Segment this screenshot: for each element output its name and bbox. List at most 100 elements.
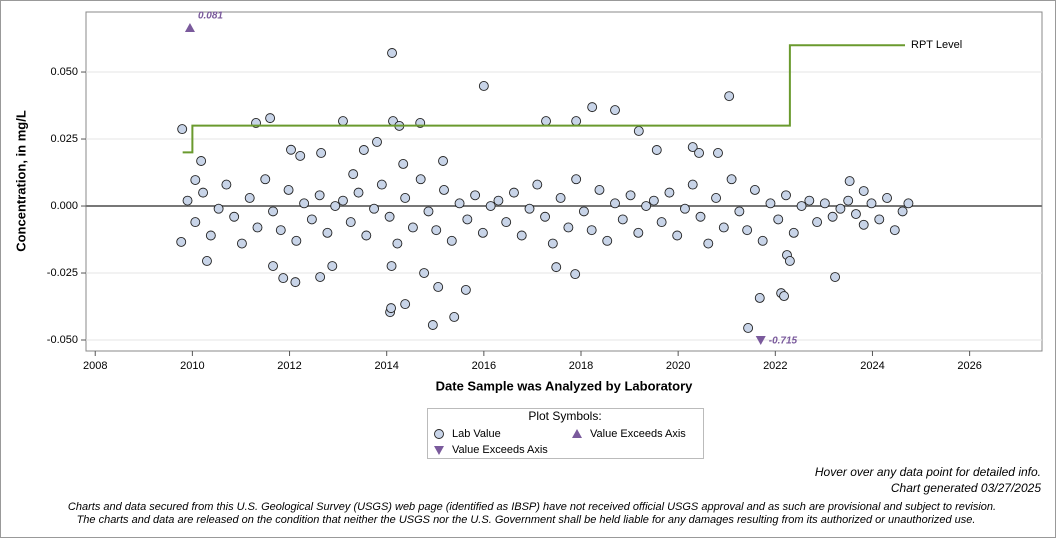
legend-box xyxy=(427,408,704,459)
lab-point xyxy=(703,238,714,249)
lab-point xyxy=(415,174,426,185)
lab-point xyxy=(236,238,247,249)
lab-point xyxy=(734,206,745,217)
lab-point xyxy=(882,193,892,203)
lab-point xyxy=(291,235,302,246)
lab-point xyxy=(392,238,403,249)
lab-point xyxy=(742,225,753,236)
lab-point xyxy=(713,148,723,158)
lab-point xyxy=(386,261,397,271)
lab-point xyxy=(711,193,721,203)
lab-point xyxy=(672,230,683,241)
legend-label: Value Exceeds Axis xyxy=(452,444,548,456)
lab-point xyxy=(407,222,418,233)
lab-point xyxy=(198,187,209,198)
lab-point xyxy=(773,214,784,225)
lab-point xyxy=(765,198,776,209)
lab-point xyxy=(176,236,187,247)
rpt-line xyxy=(182,44,906,154)
lab-point xyxy=(532,179,543,190)
lab-point xyxy=(796,201,807,211)
legend-marker xyxy=(434,429,444,439)
lab-point xyxy=(369,203,380,214)
lab-point xyxy=(322,227,333,238)
lab-point xyxy=(419,268,430,278)
lab-point xyxy=(827,211,838,222)
lab-point xyxy=(229,211,240,222)
lab-point xyxy=(743,323,754,333)
legend-title: Plot Symbols: xyxy=(528,409,601,423)
lab-point xyxy=(563,222,574,233)
lab-point xyxy=(897,206,908,217)
lab-point xyxy=(353,187,364,198)
lab-point xyxy=(509,187,519,198)
y-tick-label: 0.000 xyxy=(50,200,78,212)
disclaimer: The charts and data are released on the … xyxy=(77,514,976,526)
lab-point xyxy=(376,179,387,190)
note: Chart generated 03/27/2025 xyxy=(891,481,1041,495)
y-tick-label: -0.050 xyxy=(47,334,78,346)
lab-point xyxy=(438,156,448,166)
lab-point xyxy=(610,105,620,116)
legend-marker xyxy=(572,429,582,438)
lab-point xyxy=(571,116,582,127)
lab-point xyxy=(594,184,605,195)
lab-point xyxy=(843,195,854,206)
legend-marker xyxy=(434,446,444,455)
lab-point xyxy=(221,179,232,190)
lab-point xyxy=(400,193,411,203)
x-tick-label: 2008 xyxy=(83,360,107,372)
lab-point xyxy=(587,102,598,113)
lab-point xyxy=(547,238,558,249)
lab-point xyxy=(633,227,644,238)
lab-point xyxy=(327,261,338,271)
exceed-label: 0.081 xyxy=(198,11,223,22)
lab-point xyxy=(400,299,411,310)
y-axis-label: Concentration, in mg/L xyxy=(13,110,28,252)
lab-point xyxy=(866,198,877,209)
lab-point xyxy=(858,186,869,196)
x-tick-label: 2010 xyxy=(180,360,204,372)
y-tick-label: -0.025 xyxy=(47,267,78,279)
lab-point xyxy=(477,227,488,238)
lab-point xyxy=(664,187,675,198)
lab-point xyxy=(694,148,704,158)
lab-point xyxy=(299,198,310,209)
lab-point xyxy=(177,124,188,135)
lab-point xyxy=(757,235,768,246)
lab-point xyxy=(315,272,326,282)
lab-point xyxy=(449,312,460,322)
lab-point xyxy=(540,211,551,222)
legend-label: Lab Value xyxy=(452,428,501,440)
lab-point xyxy=(695,211,706,222)
legend-label: Value Exceeds Axis xyxy=(590,428,686,440)
lab-point xyxy=(202,256,212,266)
lab-point xyxy=(578,206,589,217)
lab-point xyxy=(749,184,760,195)
lab-point xyxy=(633,126,644,136)
lab-point xyxy=(754,292,765,303)
lab-point xyxy=(680,203,690,214)
lab-point xyxy=(470,190,481,201)
lab-point xyxy=(625,190,636,201)
note: Hover over any data point for detailed i… xyxy=(815,465,1041,479)
lab-point xyxy=(844,176,855,187)
lab-point xyxy=(617,214,628,225)
lab-point xyxy=(555,193,566,203)
lab-point xyxy=(306,214,317,225)
lab-point xyxy=(524,203,535,214)
lab-point xyxy=(338,195,348,206)
lab-point xyxy=(656,217,667,228)
lab-point xyxy=(345,217,356,228)
lab-point xyxy=(387,48,397,58)
lab-point xyxy=(446,235,457,246)
lab-point xyxy=(788,227,799,238)
lab-point xyxy=(275,225,286,236)
lab-point xyxy=(361,230,372,241)
lab-point xyxy=(454,198,465,209)
lab-point xyxy=(316,148,327,158)
lab-point xyxy=(641,201,652,211)
lab-point xyxy=(439,184,449,195)
plot-area xyxy=(85,11,1043,352)
